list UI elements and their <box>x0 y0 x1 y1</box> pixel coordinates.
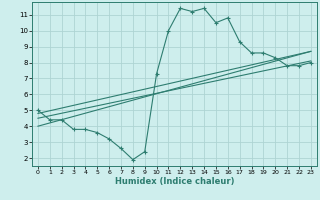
X-axis label: Humidex (Indice chaleur): Humidex (Indice chaleur) <box>115 177 234 186</box>
